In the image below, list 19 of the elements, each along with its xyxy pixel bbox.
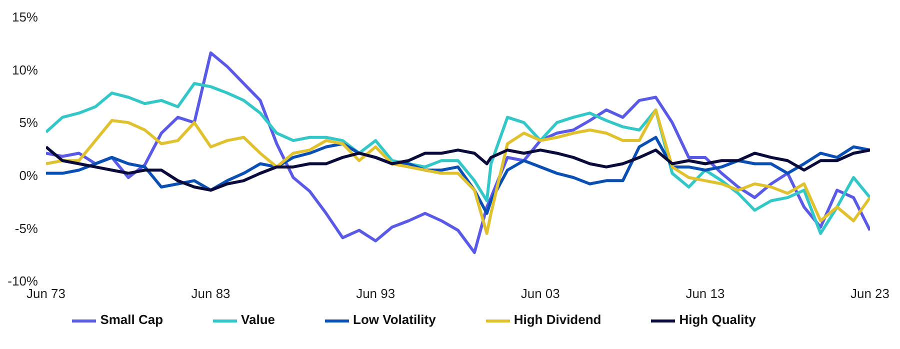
legend-label: Small Cap [100, 312, 164, 328]
line-series [46, 145, 870, 192]
x-tick-label: Jun 73 [26, 286, 66, 302]
legend-label: High Quality [679, 312, 756, 328]
y-tick-label: 15% [12, 10, 38, 25]
line-series [46, 108, 870, 235]
y-tick-label: 5% [19, 115, 38, 130]
x-tick-label: Jun 13 [686, 286, 725, 302]
y-tick-label: 10% [12, 62, 38, 78]
x-tick-label: Jun 23 [850, 286, 890, 302]
y-tick-label: 0% [19, 168, 38, 184]
x-tick-label: Jun 83 [191, 286, 230, 302]
legend-label: High Dividend [514, 312, 602, 328]
x-tick-label: Jun 93 [356, 286, 396, 302]
legend-label: Value [241, 312, 276, 328]
y-tick-label: -5% [14, 220, 38, 236]
y-tick-label: -10% [8, 274, 38, 289]
x-tick-label: Jun 03 [520, 286, 560, 302]
legend-label: Low Volatility [353, 312, 436, 328]
